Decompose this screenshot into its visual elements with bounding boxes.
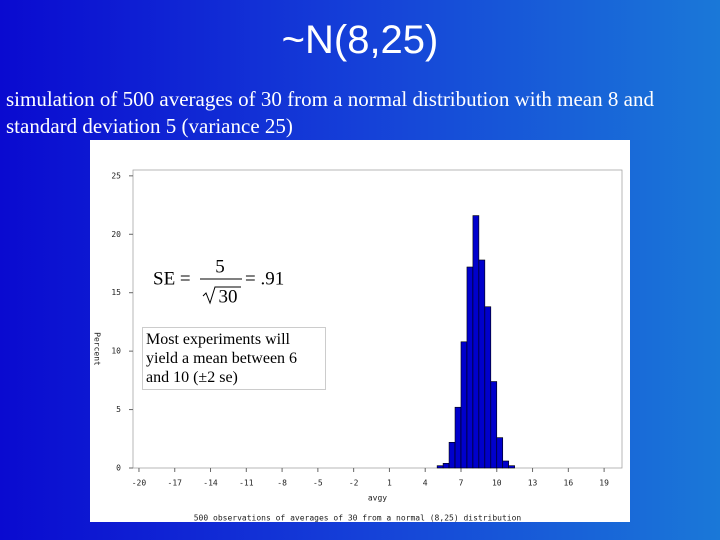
bar [502, 460, 509, 469]
x-tick-label: 1 [387, 479, 392, 488]
x-tick-label: 4 [423, 479, 428, 488]
sqrt-sign [202, 286, 241, 305]
x-tick-label: 16 [564, 479, 574, 488]
y-tick-label: 10 [111, 347, 121, 356]
bar [454, 406, 462, 469]
annotation-note: Most experiments will yield a mean betwe… [142, 327, 326, 390]
y-tick-label: 20 [111, 230, 121, 239]
bar [472, 215, 480, 469]
x-tick-label: 13 [528, 479, 538, 488]
bar [466, 266, 474, 469]
x-tick-label: -8 [277, 479, 287, 488]
slide-subtitle: simulation of 500 averages of 30 from a … [6, 87, 654, 138]
y-tick-label: 0 [116, 464, 121, 473]
x-tick-label: 7 [459, 479, 464, 488]
formula-lhs: SE = [153, 268, 191, 289]
plot: 0 5 10 15 20 25 -20 -17 -14 -11 -8 -5 -2 1 4 7 10 13 16 19 a… [93, 169, 623, 523]
formula-denominator: 30 [219, 286, 238, 307]
x-tick-label: 10 [492, 479, 502, 488]
x-axis-label: avgy [368, 494, 387, 503]
bar [442, 463, 450, 469]
plot-frame [132, 169, 623, 469]
slide-title: ~N(8,25) [281, 18, 439, 62]
x-tick-label: -14 [203, 479, 218, 488]
y-tick-label: 15 [111, 288, 121, 297]
y-axis-label: Percent [93, 332, 102, 366]
bar [484, 306, 492, 469]
x-tick-label: -20 [132, 479, 147, 488]
formula-numerator: 5 [215, 256, 225, 277]
bar [508, 465, 515, 469]
x-tick-label: -11 [239, 479, 254, 488]
bar [478, 259, 486, 469]
bar [496, 437, 504, 469]
x-tick-label: -5 [313, 479, 323, 488]
x-tick-label: -17 [168, 479, 183, 488]
bar [490, 381, 498, 469]
y-tick-label: 25 [111, 171, 121, 180]
bar [460, 341, 468, 469]
formula-rhs: = .91 [245, 268, 284, 289]
x-tick-label: -2 [349, 479, 359, 488]
y-tick-label: 5 [116, 405, 121, 414]
bar [436, 465, 444, 469]
chart-caption: 500 observations of averages of 30 from … [194, 514, 522, 523]
bar [448, 441, 456, 469]
x-tick-label: 19 [599, 479, 609, 488]
